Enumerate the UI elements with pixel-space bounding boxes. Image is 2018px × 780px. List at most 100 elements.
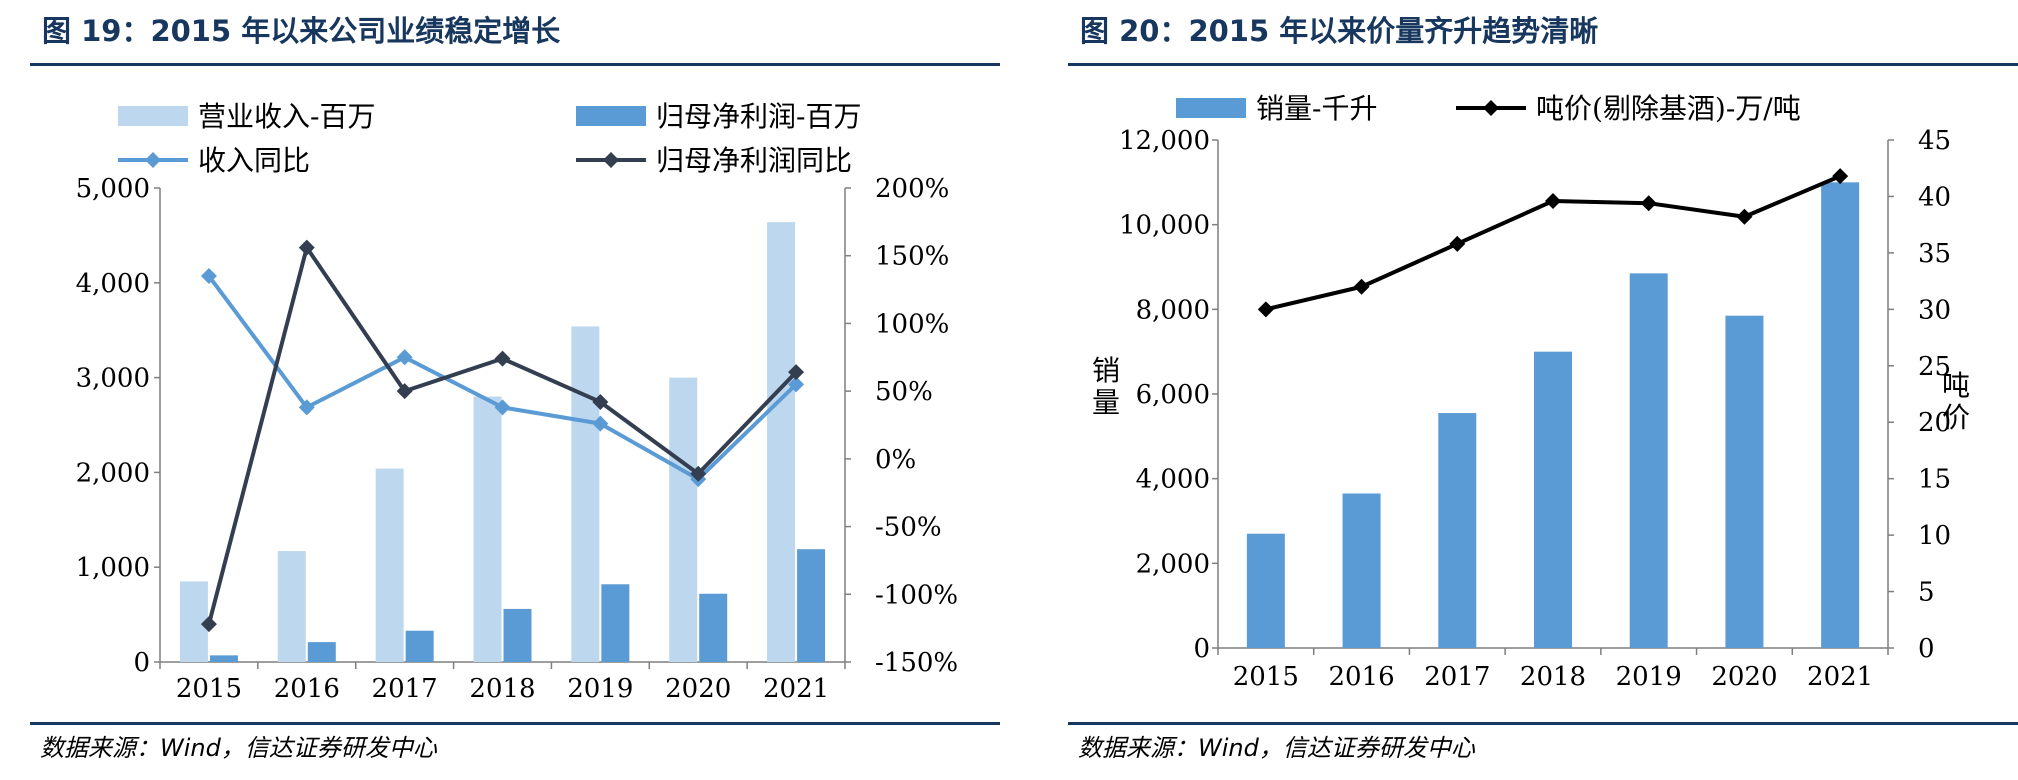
line-point: [1832, 168, 1849, 185]
x-tick-label: 2016: [274, 674, 340, 704]
legend-label: 归母净利润同比: [656, 144, 852, 177]
bar: [1246, 533, 1285, 648]
line-point: [788, 364, 805, 381]
line-point: [298, 239, 315, 256]
chart-title: 图 19：2015 年以来公司业绩稳定增长: [42, 14, 561, 48]
y2-tick-label: 150%: [875, 242, 949, 272]
y-tick-label: 8,000: [1136, 295, 1210, 325]
bar: [699, 593, 728, 662]
title-divider: [1068, 63, 2018, 66]
bar: [503, 608, 532, 662]
legend-marker: [145, 152, 161, 168]
y2-tick-label: 40: [1918, 182, 1951, 212]
source-note: 数据来源：Wind，信达证券研发中心: [1078, 734, 1475, 762]
line-point: [494, 399, 511, 416]
bar: [473, 396, 502, 662]
y-tick-label: 12,000: [1119, 126, 1210, 156]
legend-label: 营业收入-百万: [198, 100, 375, 133]
chart-panel-fig20: 图 20：2015 年以来价量齐升趋势清晰 0 2,000 4,000 6,000 8,…: [1038, 0, 2018, 780]
bar: [1342, 493, 1381, 648]
bar: [1629, 273, 1668, 648]
y2-tick-label: 10: [1918, 521, 1951, 551]
bar: [209, 655, 238, 662]
line-point: [1257, 301, 1274, 318]
bar: [1534, 351, 1572, 648]
y-tick-label: 0: [1193, 634, 1210, 664]
bar: [571, 326, 600, 662]
line-point: [396, 349, 413, 366]
title-divider: [30, 63, 1000, 66]
y-tick-label: 1,000: [76, 553, 150, 583]
legend-marker: [603, 152, 619, 168]
y2-tick-label: 25: [1918, 352, 1951, 382]
chart-svg-fig19: 0 1,000 2,000 3,000 4,000 5,000 -150% -100% -50%…: [76, 100, 959, 704]
legend-label: 收入同比: [198, 144, 310, 177]
legend-label: 销量-千升: [1256, 92, 1377, 125]
y2-tick-label: 30: [1918, 295, 1951, 325]
bar: [179, 581, 208, 662]
legend-swatch: [576, 106, 646, 126]
y2-tick-label: 100%: [875, 309, 949, 339]
y-tick-label: 0: [133, 648, 150, 678]
y2-tick-label: 45: [1918, 126, 1951, 156]
chart-panel-fig19: 图 19：2015 年以来公司业绩稳定增长 0 1,000 2,000 3,000 4,…: [0, 0, 1000, 780]
legend-swatch: [1176, 98, 1246, 118]
x-tick-label: 2020: [1711, 662, 1777, 692]
line-point: [1736, 208, 1753, 225]
y-axis-title: 销量: [1092, 354, 1120, 419]
x-tick-label: 2017: [1424, 662, 1490, 692]
line-point: [1449, 235, 1466, 252]
x-tick-label: 2018: [469, 674, 535, 704]
line-point: [1353, 278, 1370, 295]
series-line: [207, 274, 798, 482]
x-tick-label: 2019: [1616, 662, 1682, 692]
y2-tick-label: 0%: [875, 445, 916, 475]
bar: [307, 642, 336, 662]
line-point: [1545, 192, 1561, 209]
legend-label: 吨价(剔除基酒)-万/吨: [1536, 92, 1801, 125]
legend-label: 归母净利润-百万: [656, 100, 861, 133]
y2-tick-label: 20: [1918, 408, 1951, 438]
chart-svg-fig20: 0 2,000 4,000 6,000 8,000 10,000 12,000 0 5 10 15 2…: [1092, 92, 1970, 692]
bar: [601, 584, 630, 662]
y-tick-label: 2,000: [76, 458, 150, 488]
x-tick-label: 2021: [763, 674, 829, 704]
y2-tick-label: 5: [1918, 578, 1935, 608]
line-point: [396, 383, 413, 400]
line-point: [200, 616, 217, 633]
x-tick-label: 2018: [1520, 662, 1586, 692]
bar: [1725, 315, 1764, 648]
y2-tick-label: -100%: [875, 580, 958, 610]
y2-tick-label: 0: [1918, 634, 1935, 664]
y-tick-label: 2,000: [1136, 549, 1210, 579]
x-tick-label: 2020: [665, 674, 731, 704]
y-tick-label: 10,000: [1119, 211, 1210, 241]
y-tick-label: 4,000: [76, 269, 150, 299]
line-point: [494, 350, 511, 367]
legend-marker: [1483, 100, 1499, 116]
y2-tick-label: -50%: [875, 513, 942, 543]
source-note: 数据来源：Wind，信达证券研发中心: [40, 734, 437, 762]
line-point: [298, 399, 315, 416]
bar: [277, 551, 306, 662]
chart-title: 图 20：2015 年以来价量齐升趋势清晰: [1080, 14, 1599, 48]
line-point: [592, 393, 609, 410]
y2-tick-label: -150%: [875, 648, 958, 678]
bar: [375, 468, 404, 662]
x-tick-label: 2021: [1807, 662, 1873, 692]
y2-tick-label: 50%: [875, 377, 933, 407]
line-point: [788, 376, 805, 393]
y-tick-label: 3,000: [76, 364, 150, 394]
bar: [1438, 413, 1477, 648]
legend-swatch: [118, 106, 188, 126]
x-tick-label: 2019: [567, 674, 633, 704]
line-point: [690, 465, 707, 482]
y2-axis-title: 吨价: [1942, 369, 1970, 434]
x-tick-label: 2016: [1328, 662, 1394, 692]
bar: [669, 377, 698, 662]
line-point: [1640, 195, 1657, 212]
y-tick-label: 4,000: [1136, 465, 1210, 495]
y2-tick-label: 200%: [875, 174, 949, 204]
x-tick-label: 2017: [372, 674, 438, 704]
source-divider: [30, 722, 1000, 725]
